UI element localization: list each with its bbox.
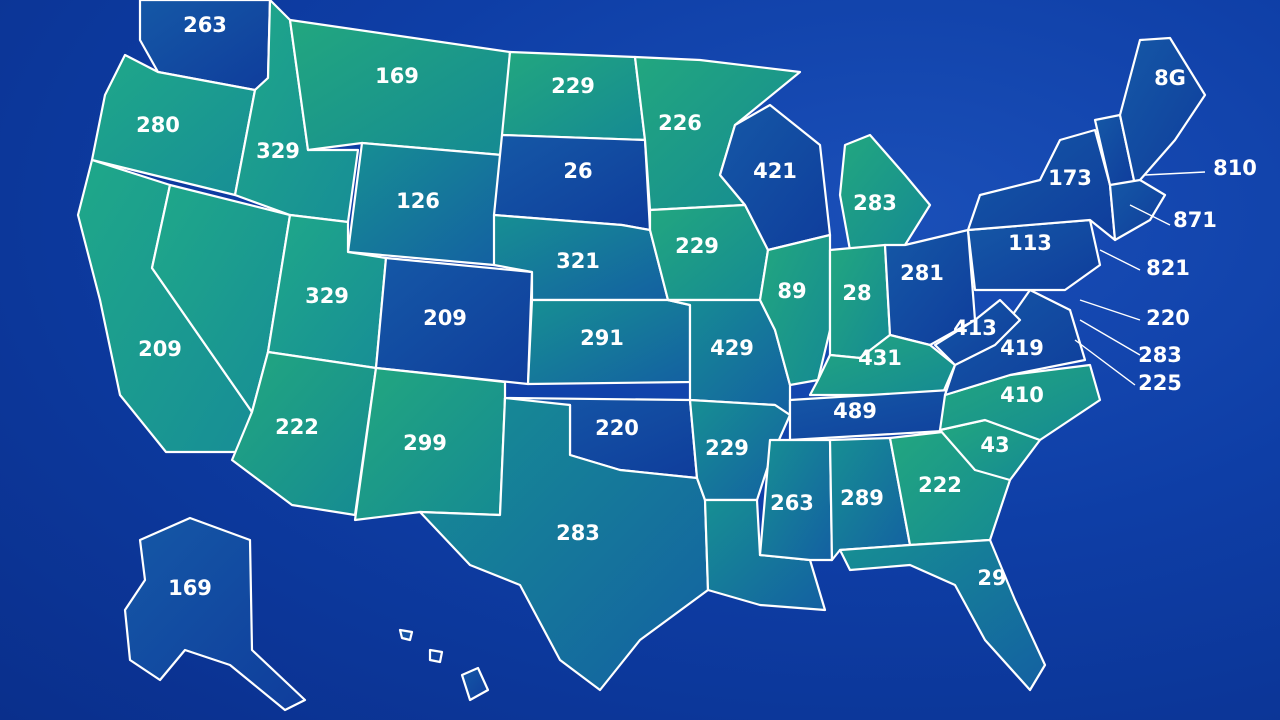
callout-label-maryland: 283: [1138, 343, 1182, 367]
value-label-colorado: 209: [423, 306, 467, 330]
callout-label-dc: 225: [1138, 371, 1182, 395]
value-label-missouri: 429: [710, 336, 754, 360]
region-louisiana: [703, 498, 827, 612]
callout-label-delaware: 220: [1146, 306, 1190, 330]
value-label-tennessee: 489: [833, 399, 877, 423]
region-mississippi: [758, 438, 834, 562]
value-label-arizona: 222: [275, 415, 319, 439]
region-arkansas: [688, 398, 792, 502]
value-label-michigan: 283: [853, 191, 897, 215]
region-alaska: [123, 516, 307, 712]
region-hawaii: [460, 666, 490, 702]
value-label-south-dakota: 26: [563, 159, 592, 183]
value-label-west-virginia: 413: [953, 316, 997, 340]
value-label-california: 209: [138, 337, 182, 361]
value-label-georgia: 222: [918, 473, 962, 497]
value-label-kentucky: 431: [858, 346, 902, 370]
region-texas: [418, 396, 710, 692]
value-label-illinois: 89: [777, 279, 806, 303]
value-label-north-carolina: 410: [1000, 383, 1044, 407]
value-label-iowa: 229: [675, 234, 719, 258]
callout-label-new-jersey: 821: [1146, 256, 1190, 280]
value-label-oklahoma: 220: [595, 416, 639, 440]
value-label-florida: 29: [977, 566, 1006, 590]
region-southern-new-england: [1108, 178, 1167, 242]
value-label-idaho: 329: [256, 139, 300, 163]
value-label-alaska: 169: [168, 576, 212, 600]
callout-label-massachusetts: 810: [1213, 156, 1257, 180]
value-label-kansas: 291: [580, 326, 624, 350]
value-label-wyoming: 126: [396, 189, 440, 213]
region-hawaii-small: [398, 628, 444, 664]
region-florida: [838, 538, 1047, 692]
callout-label-connecticut: 871: [1173, 208, 1217, 232]
value-label-indiana: 28: [842, 281, 871, 305]
value-label-utah: 329: [305, 284, 349, 308]
region-michigan: [838, 133, 932, 252]
value-label-virginia: 419: [1000, 336, 1044, 360]
callout-labels: 810 871 821 220 283 225: [1138, 156, 1257, 395]
value-label-oregon: 280: [136, 113, 180, 137]
region-new-york: [966, 128, 1117, 242]
value-label-montana: 169: [375, 64, 419, 88]
value-label-ohio: 281: [900, 261, 944, 285]
region-west-virginia: [933, 298, 1022, 367]
callout-lines: [1074, 171, 1206, 386]
value-label-mississippi: 263: [770, 491, 814, 515]
value-label-south-carolina: 43: [980, 433, 1009, 457]
region-labels: 263 280 209 329 169 126 329 209 222 299 229 26 321 29…: [136, 13, 1186, 600]
value-label-nebraska: 321: [556, 249, 600, 273]
value-label-maine: 8G: [1154, 66, 1186, 90]
value-label-wisconsin: 421: [753, 159, 797, 183]
value-label-pennsylvania: 113: [1008, 231, 1052, 255]
value-label-minnesota: 226: [658, 111, 702, 135]
value-label-texas: 283: [556, 521, 600, 545]
value-label-new-york: 173: [1048, 166, 1092, 190]
region-maine: [1118, 36, 1207, 187]
value-label-new-mexico: 299: [403, 431, 447, 455]
value-label-alabama: 289: [840, 486, 884, 510]
value-label-arkansas: 229: [705, 436, 749, 460]
value-label-north-dakota: 229: [551, 74, 595, 98]
value-label-washington: 263: [183, 13, 227, 37]
